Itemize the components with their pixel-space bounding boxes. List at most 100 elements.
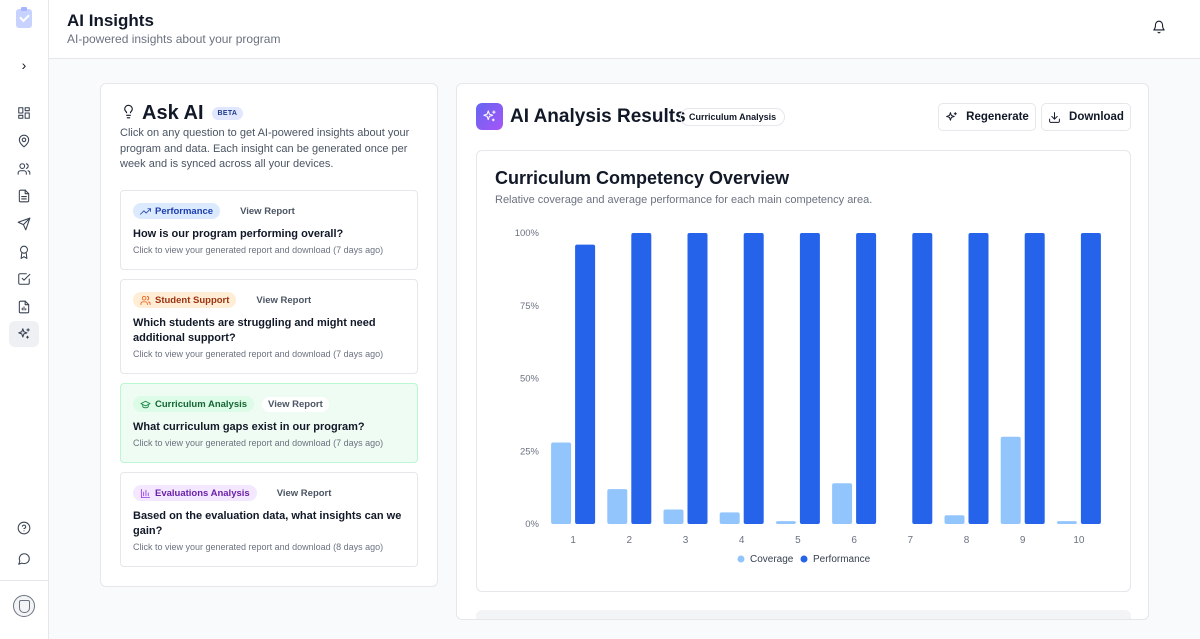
tag-label: Evaluations Analysis [155, 487, 250, 499]
tag-label: Curriculum Analysis [155, 398, 248, 410]
question-card-curriculum-analysis[interactable]: Curriculum Analysis View Report What cur… [120, 383, 418, 463]
x-tick-label: 10 [1073, 535, 1085, 546]
question-text: What curriculum gaps exist in our progra… [133, 421, 365, 433]
regenerate-button[interactable]: Regenerate [938, 103, 1036, 131]
next-section-preview [476, 610, 1131, 619]
bar-performance-8[interactable] [968, 233, 989, 524]
bar-coverage-5[interactable] [775, 521, 796, 524]
question-text: Which students are struggling and might … [133, 317, 376, 344]
file-text-icon[interactable] [12, 184, 36, 208]
bar-coverage-3[interactable] [663, 509, 684, 524]
bar-chart-icon [140, 488, 151, 498]
question-subtext: Click to view your generated report and … [133, 349, 384, 359]
grid-icon[interactable] [12, 101, 36, 125]
view-report-button[interactable]: View Report [240, 205, 295, 217]
bar-performance-9[interactable] [1024, 233, 1045, 524]
clipboard-check-logo-icon[interactable] [16, 7, 32, 28]
bar-coverage-6[interactable] [832, 483, 853, 524]
x-tick-label: 6 [851, 535, 857, 546]
users-icon[interactable] [12, 157, 36, 181]
bell-icon[interactable] [1152, 20, 1168, 36]
users-icon [140, 295, 151, 305]
ai-analysis-results-panel: AI Analysis Results Curriculum Analysis … [456, 83, 1149, 620]
sparkles-icon [946, 111, 958, 121]
graduation-cap-icon [140, 400, 151, 408]
x-tick-label: 7 [908, 535, 914, 546]
bar-performance-4[interactable] [743, 233, 764, 524]
x-tick-label: 2 [627, 535, 633, 546]
question-text: How is our program performing overall? [133, 228, 344, 240]
bar-performance-1[interactable] [575, 244, 596, 524]
bar-performance-10[interactable] [1080, 233, 1101, 524]
ask-ai-panel: Ask AI BETA Click on any question to get… [100, 83, 438, 587]
send-icon[interactable] [12, 212, 36, 236]
help-circle-icon[interactable] [12, 516, 36, 540]
lightbulb-icon [121, 103, 136, 125]
bar-coverage-2[interactable] [607, 489, 628, 524]
ask-ai-header: Ask AI BETA [121, 102, 244, 125]
view-report-button[interactable]: View Report [276, 487, 332, 499]
chart-title: Curriculum Competency Overview [495, 168, 790, 188]
avatar[interactable] [13, 595, 35, 617]
question-text: Based on the evaluation data, what insig… [133, 510, 402, 537]
message-circle-icon[interactable] [12, 547, 36, 571]
legend-label-performance[interactable]: Performance [813, 554, 871, 565]
bar-performance-3[interactable] [687, 233, 708, 524]
question-subtext: Click to view your generated report and … [133, 542, 384, 552]
question-subtext: Click to view your generated report and … [133, 438, 384, 448]
chevron-right-icon[interactable]: › [21, 57, 27, 73]
ask-ai-description: Click on any question to get AI-powered … [120, 127, 410, 170]
performance-tag: Performance [133, 203, 221, 219]
sparkles-icon [476, 103, 503, 130]
file-chart-icon[interactable] [12, 295, 36, 319]
legend-swatch-performance [800, 555, 808, 563]
view-report-button[interactable]: View Report [256, 294, 312, 306]
bar-performance-7[interactable] [912, 233, 933, 524]
trending-up-icon [140, 207, 151, 215]
download-button[interactable]: Download [1041, 103, 1131, 131]
bar-coverage-8[interactable] [944, 515, 965, 524]
x-tick-label: 9 [1020, 535, 1026, 546]
y-tick-label: 75% [520, 301, 540, 312]
sparkles-icon[interactable] [9, 321, 39, 347]
y-tick-label: 0% [525, 519, 539, 530]
question-card-performance[interactable]: Performance View Report How is our progr… [120, 190, 418, 270]
question-subtext: Click to view your generated report and … [133, 245, 384, 255]
y-tick-label: 50% [520, 374, 540, 385]
curriculum-analysis-tag: Curriculum Analysis [133, 396, 255, 412]
bar-performance-6[interactable] [856, 233, 877, 524]
question-card-evaluations-analysis[interactable]: Evaluations Analysis View Report Based o… [120, 472, 418, 567]
beta-badge: BETA [211, 107, 244, 120]
bar-coverage-4[interactable] [719, 512, 740, 524]
y-tick-label: 25% [520, 446, 540, 457]
x-tick-label: 3 [683, 535, 689, 546]
regenerate-label: Regenerate [966, 111, 1029, 123]
page-subtitle: AI-powered insights about your program [67, 32, 281, 46]
bar-coverage-1[interactable] [551, 442, 572, 524]
ask-ai-title: Ask AI [142, 102, 204, 124]
bar-coverage-10[interactable] [1056, 521, 1077, 524]
download-label: Download [1069, 111, 1124, 123]
download-icon [1049, 111, 1060, 123]
view-report-button[interactable]: View Report [262, 396, 329, 412]
legend-label-coverage[interactable]: Coverage [750, 554, 794, 565]
page-title: AI Insights [67, 11, 154, 30]
tag-label: Student Support [155, 294, 230, 306]
y-tick-label: 100% [515, 228, 540, 239]
question-card-student-support[interactable]: Student Support View Report Which studen… [120, 279, 418, 374]
award-icon[interactable] [12, 240, 36, 264]
x-tick-label: 8 [964, 535, 970, 546]
bar-chart: 0% 25% 50% 75% 100% 1 2 3 4 5 6 7 8 9 10 Coverage Perfor… [515, 228, 1101, 565]
check-square-icon[interactable] [12, 267, 36, 291]
chart-subtitle: Relative coverage and average performanc… [495, 194, 873, 206]
bar-performance-5[interactable] [799, 233, 820, 524]
sidebar: › [0, 0, 49, 639]
evaluations-analysis-tag: Evaluations Analysis [133, 485, 257, 501]
legend-swatch-coverage [737, 555, 745, 563]
bar-performance-2[interactable] [631, 233, 652, 524]
bar-coverage-9[interactable] [1000, 436, 1021, 524]
student-support-tag: Student Support [133, 292, 237, 308]
map-pin-icon[interactable] [12, 129, 36, 153]
results-title: AI Analysis Results [510, 106, 686, 127]
